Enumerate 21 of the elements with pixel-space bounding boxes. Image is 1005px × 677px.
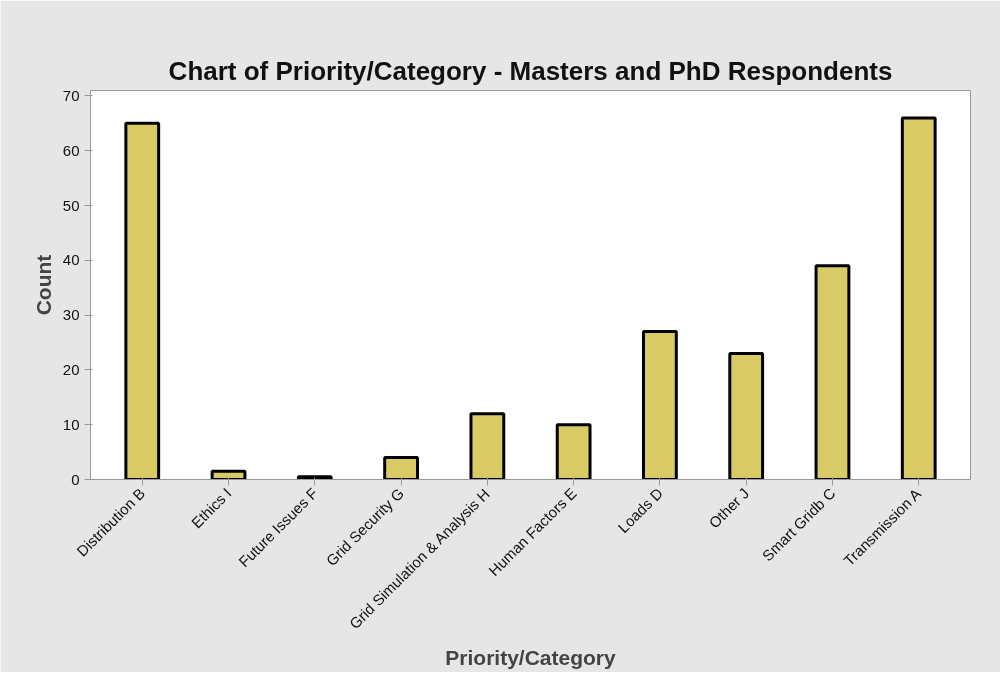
bar: [900, 116, 937, 480]
y-tick-label: 70: [62, 86, 80, 104]
y-tick-label: 10: [62, 415, 80, 433]
bar: [555, 423, 592, 480]
x-axis-title: Priority/Category: [445, 646, 617, 670]
y-tick-label: 20: [62, 360, 80, 378]
y-tick-label: 30: [62, 306, 80, 324]
bar: [814, 264, 851, 480]
chart-title: Chart of Priority/Category - Masters and PhD Respondents: [168, 55, 893, 86]
y-tick-label: 40: [62, 251, 80, 269]
bar: [296, 475, 333, 480]
y-tick-label: 60: [62, 141, 80, 159]
bar: [469, 412, 506, 480]
y-axis-title: Count: [31, 254, 55, 316]
y-tick-label: 50: [62, 196, 80, 214]
bar: [383, 456, 419, 480]
y-tick-label: 0: [71, 470, 80, 488]
bar: [642, 330, 678, 480]
bar: [124, 121, 161, 480]
bar: [728, 351, 765, 480]
bar: [210, 469, 247, 480]
